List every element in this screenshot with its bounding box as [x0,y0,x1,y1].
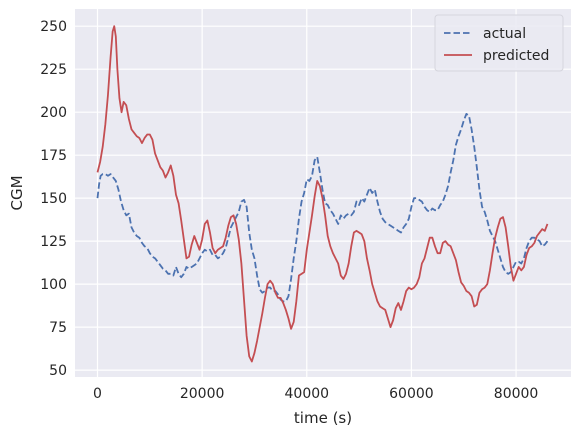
y-tick-label: 250 [40,19,67,35]
series-group [96,25,549,363]
y-tick-label: 175 [40,148,67,164]
series-line-actual [96,113,549,303]
x-tick-label: 20000 [180,386,225,402]
y-tick-label: 150 [40,191,67,207]
x-tick-label: 80000 [494,386,539,402]
y-tick-label: 200 [40,105,67,121]
legend-box [434,14,564,72]
legend: actual predicted [434,14,564,72]
legend-label-predicted: predicted [483,48,549,64]
y-tick-label: 100 [40,277,67,293]
y-tick-label: 75 [49,320,67,336]
x-tick-label: 40000 [285,386,330,402]
legend-label-actual: actual [483,26,526,42]
series-line-predicted [96,25,549,363]
y-axis-label: CGM [8,175,26,210]
tick-labels: 0 20000 40000 60000 80000 50 75 100 125 150 175 200… [40,19,538,402]
x-tick-label: 60000 [389,386,434,402]
y-tick-label: 125 [40,234,67,250]
x-axis-label: time (s) [294,409,352,427]
y-tick-label: 50 [49,363,67,379]
y-tick-label: 225 [40,62,67,78]
x-tick-label: 0 [93,386,102,402]
